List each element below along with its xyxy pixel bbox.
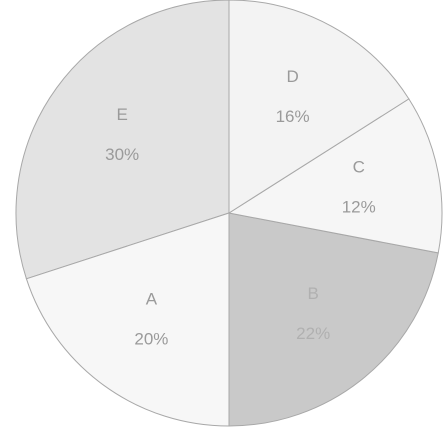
pie-slice — [228, 212, 439, 427]
slice-value-label: 20% — [134, 329, 168, 348]
slice-value-label: 16% — [276, 107, 310, 126]
slice-label: A — [146, 289, 158, 308]
slice-label: E — [116, 105, 127, 124]
pie-slice — [25, 212, 230, 427]
slice-label: C — [353, 158, 365, 177]
slice-label: B — [308, 284, 319, 303]
pie-slice — [15, 0, 230, 280]
slice-value-label: 22% — [296, 324, 330, 343]
slice-value-label: 12% — [342, 198, 376, 217]
pie-slice — [227, 98, 443, 254]
pie-slice — [228, 0, 410, 214]
slice-value-label: 30% — [105, 145, 139, 164]
slice-label: D — [286, 67, 298, 86]
